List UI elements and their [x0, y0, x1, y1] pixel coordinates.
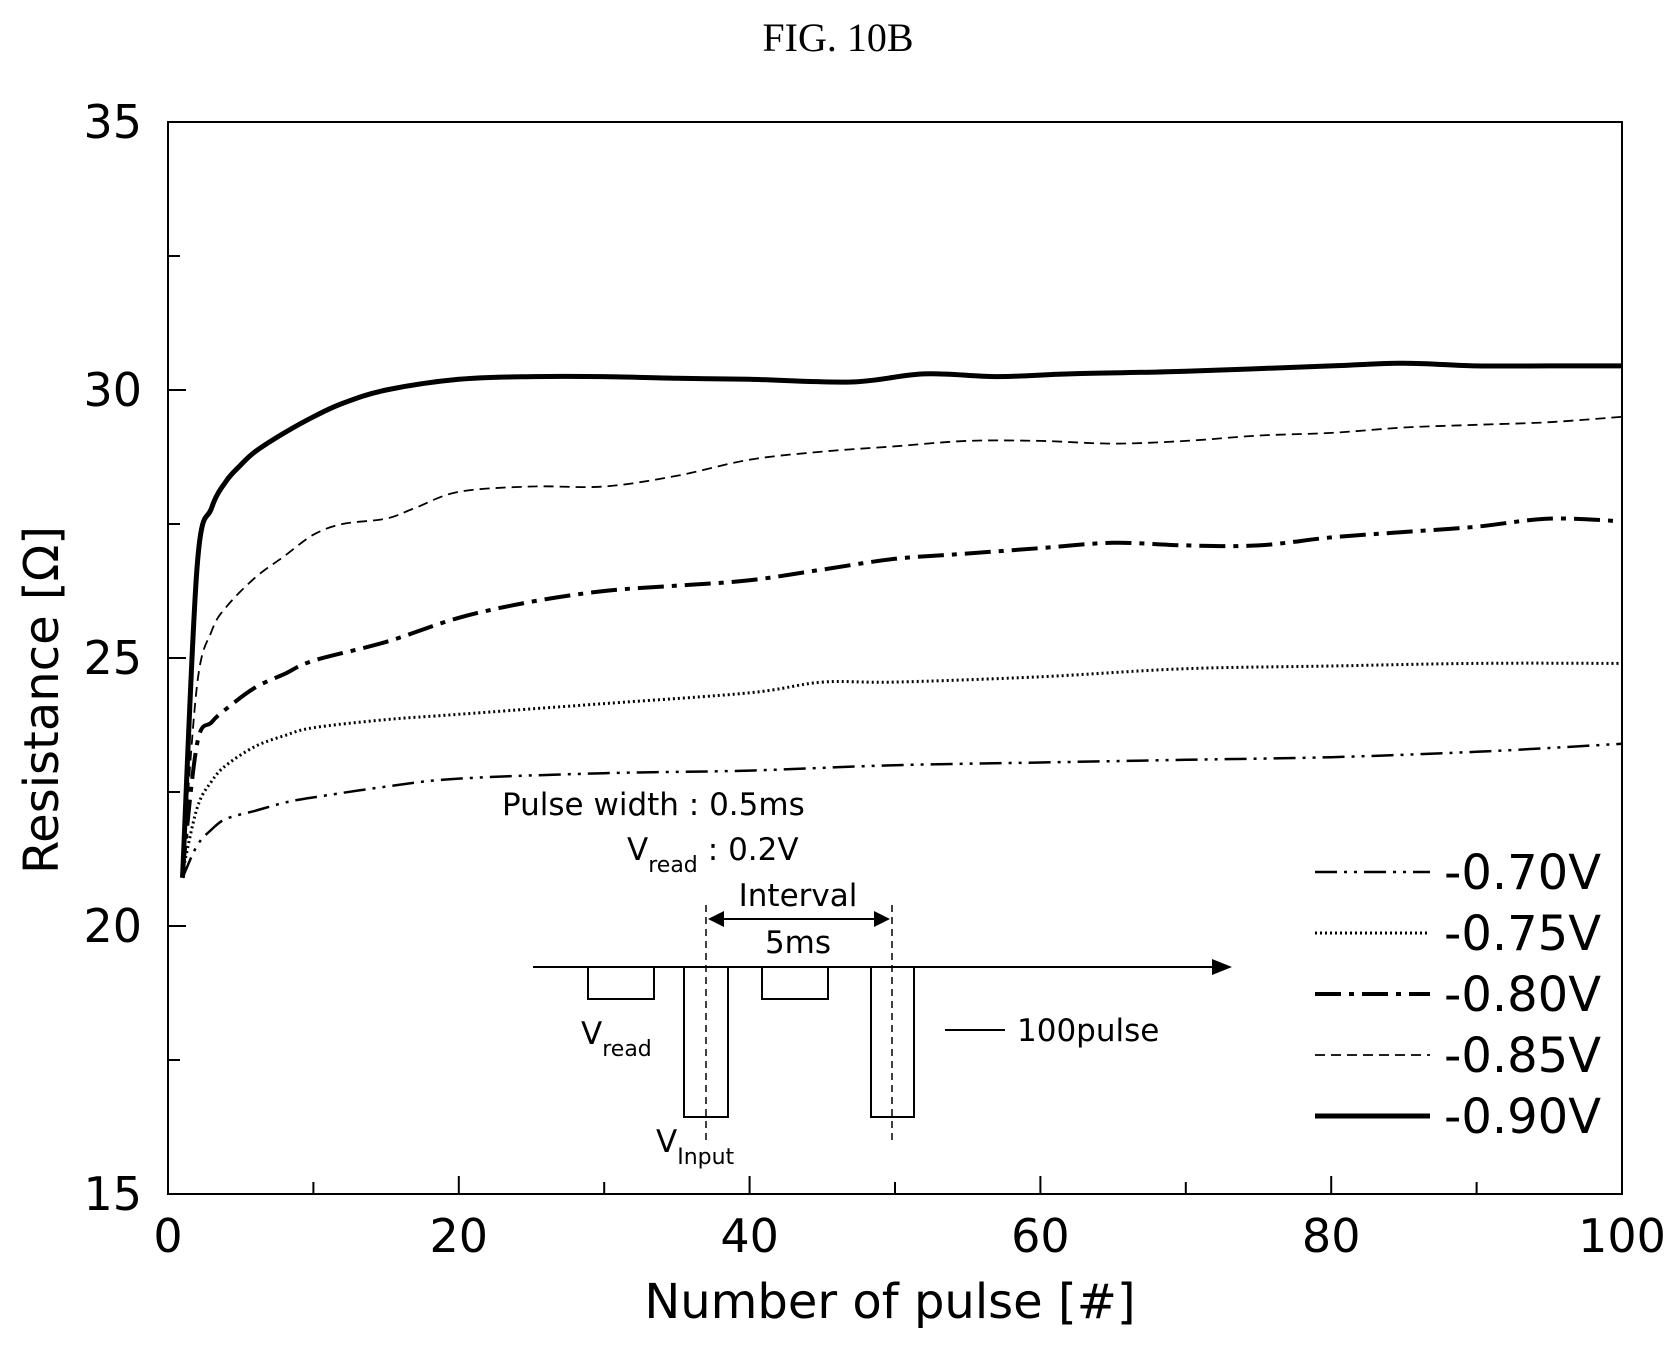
x-tick-label: 40	[720, 1209, 779, 1263]
pulse-scheme-inset: Pulse width : 0.5ms Vread: 0.2V Interval…	[502, 787, 1232, 1170]
axis-ticks: 0 20 40 60 80 100 15 20 25 30 35	[83, 95, 1665, 1263]
x-axis-label: Number of pulse [#]	[644, 1274, 1135, 1330]
vread-pulse-2	[761, 966, 829, 1000]
legend: -0.70V-0.75V-0.80V-0.85V-0.90V	[1315, 845, 1601, 1145]
pulse-count-label: 100pulse	[1017, 1013, 1159, 1049]
legend-label--0.80V: -0.80V	[1444, 967, 1601, 1023]
x-tick-label: 60	[1011, 1209, 1070, 1263]
legend-label--0.85V: -0.85V	[1444, 1028, 1601, 1084]
plot-area-border	[167, 121, 1623, 1195]
figure-title: FIG. 10B	[762, 15, 914, 60]
y-tick-label: 25	[83, 631, 142, 685]
y-tick-label: 15	[83, 1167, 142, 1221]
inset-arrowhead-icon	[1212, 959, 1232, 975]
y-tick-label: 30	[83, 363, 142, 417]
x-tick-label: 80	[1302, 1209, 1361, 1263]
series-lines	[180, 360, 1623, 879]
interval-value-label: 5ms	[765, 925, 831, 961]
x-tick-label: 0	[153, 1209, 182, 1263]
y-tick-label: 20	[83, 899, 142, 953]
legend-label--0.70V: -0.70V	[1444, 845, 1601, 901]
x-tick-label: 20	[430, 1209, 489, 1263]
vread-pulse-1	[587, 966, 655, 1000]
interval-label: Interval	[739, 878, 858, 914]
interval-arrow-right-icon	[874, 911, 890, 927]
x-tick-label: 100	[1578, 1209, 1666, 1263]
series-line--0.80V	[180, 516, 1623, 873]
vinput-pulse-label: VInput	[656, 1124, 735, 1170]
y-axis-label: Resistance [Ω]	[14, 526, 70, 874]
series-line--0.85V	[181, 415, 1623, 873]
plot-frame	[167, 121, 1623, 1195]
legend-label--0.90V: -0.90V	[1444, 1089, 1601, 1145]
legend-label--0.75V: -0.75V	[1444, 906, 1601, 962]
series-line--0.75V	[181, 661, 1623, 873]
y-tick-label: 35	[83, 95, 142, 149]
interval-arrow-left-icon	[708, 911, 724, 927]
series-line--0.90V	[180, 360, 1622, 878]
pulse-width-label: Pulse width : 0.5ms	[502, 787, 805, 823]
vread-pulse-label: Vread	[581, 1016, 652, 1062]
series-line--0.70V	[181, 742, 1623, 879]
vread-spec-label: Vread: 0.2V	[627, 832, 799, 878]
